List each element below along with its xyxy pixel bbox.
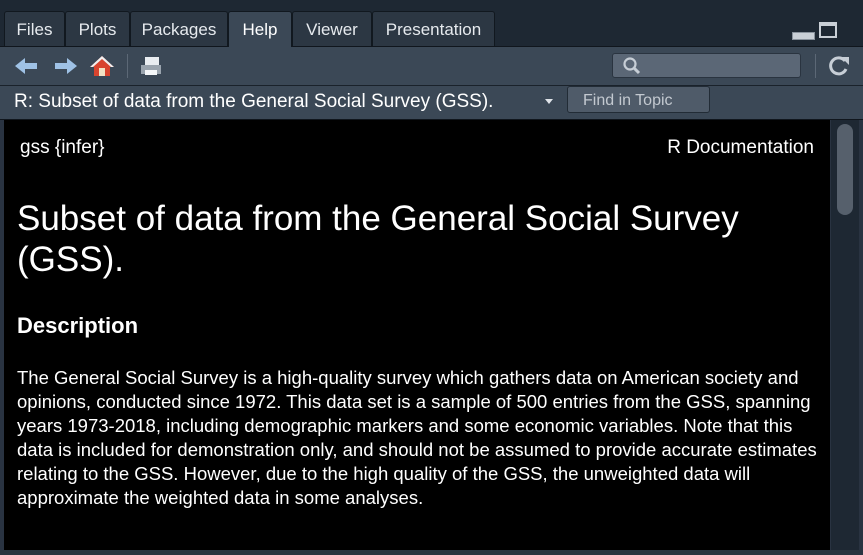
tab-presentation[interactable]: Presentation: [372, 11, 495, 46]
minimize-pane-button[interactable]: [792, 32, 815, 40]
package-label: gss {infer}: [20, 137, 105, 158]
chevron-down-icon[interactable]: [545, 99, 553, 104]
topic-bar: R: Subset of data from the General Socia…: [0, 86, 863, 120]
tab-packages[interactable]: Packages: [130, 11, 228, 46]
toolbar-separator: [127, 54, 128, 78]
maximize-pane-button[interactable]: [819, 22, 837, 38]
refresh-icon[interactable]: [826, 55, 852, 77]
page-title: Subset of data from the General Social S…: [17, 199, 739, 279]
home-icon[interactable]: [89, 55, 115, 77]
r-documentation-label: R Documentation: [667, 137, 814, 158]
find-in-topic-input[interactable]: Find in Topic: [567, 86, 710, 113]
help-search-input[interactable]: [612, 53, 801, 78]
toolbar-separator: [815, 54, 816, 78]
scrollbar-thumb[interactable]: [837, 124, 853, 215]
help-toolbar: [0, 47, 863, 86]
search-icon: [623, 57, 641, 75]
tab-bar: Files Plots Packages Help Viewer Present…: [0, 0, 863, 47]
topic-title-dropdown[interactable]: R: Subset of data from the General Socia…: [14, 91, 494, 112]
help-document: gss {infer} R Documentation Subset of da…: [4, 120, 830, 550]
section-heading: Description: [17, 313, 139, 338]
print-icon[interactable]: [138, 55, 164, 77]
back-arrow-icon[interactable]: [13, 55, 39, 77]
tab-files[interactable]: Files: [4, 11, 65, 46]
tab-viewer[interactable]: Viewer: [292, 11, 372, 46]
tab-plots[interactable]: Plots: [65, 11, 130, 46]
tab-help[interactable]: Help: [228, 11, 292, 47]
forward-arrow-icon[interactable]: [53, 55, 79, 77]
description-text: The General Social Survey is a high-qual…: [17, 367, 817, 508]
